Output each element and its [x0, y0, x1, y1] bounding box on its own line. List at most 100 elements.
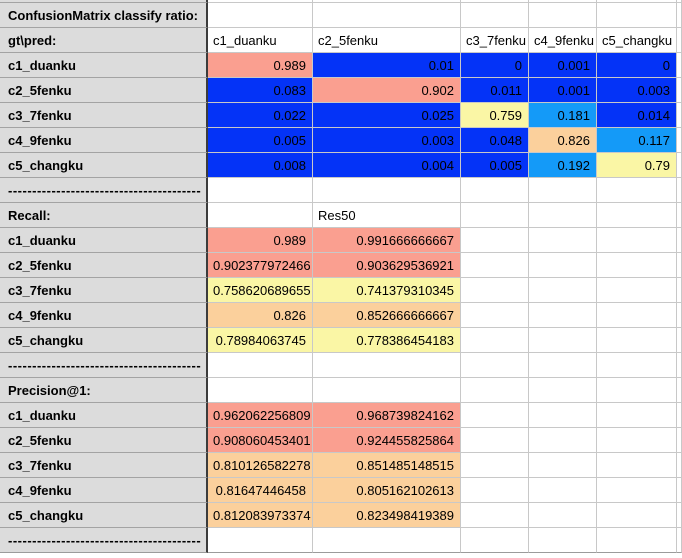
- value-cell[interactable]: 0.741379310345: [313, 278, 461, 303]
- empty-cell[interactable]: [597, 303, 677, 328]
- empty-cell[interactable]: [461, 228, 529, 253]
- empty-cell[interactable]: [529, 403, 597, 428]
- value-cell[interactable]: 0.192: [529, 153, 597, 178]
- empty-cell[interactable]: [529, 203, 597, 228]
- empty-cell[interactable]: [461, 303, 529, 328]
- row-label-cell[interactable]: c5_changku: [0, 328, 208, 353]
- empty-cell[interactable]: [529, 428, 597, 453]
- empty-cell[interactable]: [677, 328, 682, 353]
- value-cell[interactable]: 0.902: [313, 78, 461, 103]
- separator-cell[interactable]: ----------------------------------------: [0, 178, 208, 203]
- row-label-cell[interactable]: c2_5fenku: [0, 428, 208, 453]
- value-cell[interactable]: 0.78984063745: [208, 328, 313, 353]
- empty-cell[interactable]: [677, 153, 682, 178]
- empty-cell[interactable]: [529, 453, 597, 478]
- value-cell[interactable]: 0.826: [529, 128, 597, 153]
- empty-cell[interactable]: [597, 0, 677, 3]
- column-header-cell[interactable]: c4_9fenku: [529, 28, 597, 53]
- separator-cell[interactable]: ----------------------------------------: [0, 353, 208, 378]
- empty-cell[interactable]: [461, 378, 529, 403]
- value-cell[interactable]: 0: [461, 53, 529, 78]
- value-cell[interactable]: 0.022: [208, 103, 313, 128]
- empty-cell[interactable]: [461, 453, 529, 478]
- empty-cell[interactable]: [529, 0, 597, 3]
- empty-cell[interactable]: [461, 0, 529, 3]
- empty-cell[interactable]: [597, 528, 677, 553]
- empty-cell[interactable]: [313, 3, 461, 28]
- value-cell[interactable]: 0.991666666667: [313, 228, 461, 253]
- empty-cell[interactable]: [529, 353, 597, 378]
- value-cell[interactable]: 0.181: [529, 103, 597, 128]
- empty-cell[interactable]: [208, 178, 313, 203]
- empty-cell[interactable]: [313, 353, 461, 378]
- value-cell[interactable]: 0.962062256809: [208, 403, 313, 428]
- empty-cell[interactable]: [461, 478, 529, 503]
- value-cell[interactable]: 0.003: [313, 128, 461, 153]
- empty-cell[interactable]: [677, 178, 682, 203]
- value-cell[interactable]: 0.117: [597, 128, 677, 153]
- empty-cell[interactable]: [208, 378, 313, 403]
- empty-cell[interactable]: [529, 478, 597, 503]
- empty-cell[interactable]: [529, 228, 597, 253]
- value-cell[interactable]: 0.924455825864: [313, 428, 461, 453]
- value-cell[interactable]: 0.758620689655: [208, 278, 313, 303]
- value-cell[interactable]: 0.778386454183: [313, 328, 461, 353]
- row-label-cell[interactable]: c2_5fenku: [0, 78, 208, 103]
- row-label-cell[interactable]: c1_duanku: [0, 403, 208, 428]
- empty-cell[interactable]: [529, 278, 597, 303]
- value-cell[interactable]: 0.005: [461, 153, 529, 178]
- value-cell[interactable]: 0.001: [529, 53, 597, 78]
- value-cell[interactable]: 0.989: [208, 228, 313, 253]
- value-cell[interactable]: 0.01: [313, 53, 461, 78]
- empty-cell[interactable]: [597, 253, 677, 278]
- empty-cell[interactable]: [677, 353, 682, 378]
- empty-cell[interactable]: [529, 378, 597, 403]
- empty-cell[interactable]: [461, 178, 529, 203]
- section-title-cell[interactable]: Precision@1:: [0, 378, 208, 403]
- empty-cell[interactable]: [208, 203, 313, 228]
- empty-cell[interactable]: [677, 378, 682, 403]
- empty-cell[interactable]: [461, 253, 529, 278]
- row-label-cell[interactable]: c3_7fenku: [0, 453, 208, 478]
- empty-cell[interactable]: [677, 503, 682, 528]
- empty-cell[interactable]: [677, 128, 682, 153]
- empty-cell[interactable]: [677, 303, 682, 328]
- value-cell[interactable]: 0.902377972466: [208, 253, 313, 278]
- section-title-cell[interactable]: Recall:: [0, 203, 208, 228]
- row-label-cell[interactable]: c4_9fenku: [0, 303, 208, 328]
- value-cell[interactable]: 0.989: [208, 53, 313, 78]
- value-cell[interactable]: 0.823498419389: [313, 503, 461, 528]
- empty-cell[interactable]: [529, 528, 597, 553]
- empty-cell[interactable]: [529, 503, 597, 528]
- corner-label-cell[interactable]: gt\pred:: [0, 28, 208, 53]
- empty-cell[interactable]: [597, 378, 677, 403]
- empty-cell[interactable]: [677, 228, 682, 253]
- row-label-cell[interactable]: c4_9fenku: [0, 128, 208, 153]
- empty-cell[interactable]: [597, 453, 677, 478]
- empty-cell[interactable]: [677, 528, 682, 553]
- value-cell[interactable]: 0.968739824162: [313, 403, 461, 428]
- empty-cell[interactable]: [597, 403, 677, 428]
- empty-cell[interactable]: [677, 403, 682, 428]
- value-cell[interactable]: 0.005: [208, 128, 313, 153]
- empty-cell[interactable]: [677, 278, 682, 303]
- empty-cell[interactable]: [677, 103, 682, 128]
- row-label-cell[interactable]: c1_duanku: [0, 53, 208, 78]
- empty-cell[interactable]: [677, 428, 682, 453]
- empty-cell[interactable]: [461, 278, 529, 303]
- empty-cell[interactable]: [313, 178, 461, 203]
- empty-cell[interactable]: [677, 3, 682, 28]
- value-cell[interactable]: 0.81647446458: [208, 478, 313, 503]
- row-label-cell[interactable]: c3_7fenku: [0, 103, 208, 128]
- empty-cell[interactable]: [313, 378, 461, 403]
- empty-cell[interactable]: [597, 278, 677, 303]
- value-cell[interactable]: 0: [597, 53, 677, 78]
- row-label-cell[interactable]: c2_5fenku: [0, 253, 208, 278]
- column-header-cell[interactable]: c5_changku: [597, 28, 677, 53]
- empty-cell[interactable]: [677, 53, 682, 78]
- empty-cell[interactable]: [529, 328, 597, 353]
- row-label-cell[interactable]: c5_changku: [0, 153, 208, 178]
- value-cell[interactable]: 0.003: [597, 78, 677, 103]
- empty-cell[interactable]: [529, 3, 597, 28]
- section-title-cell[interactable]: ConfusionMatrix classify ratio:: [0, 3, 208, 28]
